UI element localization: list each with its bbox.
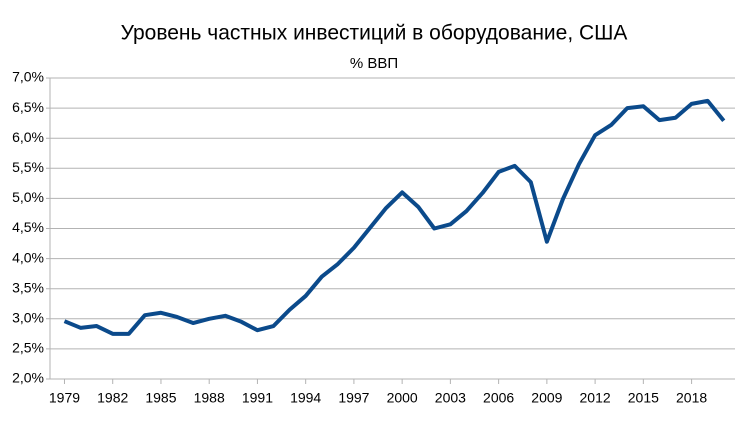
y-tick-label: 6,0% bbox=[12, 129, 44, 145]
y-tick-label: 5,5% bbox=[12, 159, 44, 175]
y-tick-label: 2,5% bbox=[12, 340, 44, 356]
x-tick-label: 1994 bbox=[290, 390, 321, 406]
y-tick-label: 2,0% bbox=[12, 370, 44, 386]
x-tick-label: 2012 bbox=[580, 390, 611, 406]
x-tick-label: 2009 bbox=[531, 390, 562, 406]
y-tick-label: 3,5% bbox=[12, 279, 44, 295]
x-tick-label: 1991 bbox=[242, 390, 273, 406]
data-line bbox=[63, 98, 726, 336]
y-tick-label: 5,0% bbox=[12, 189, 44, 205]
x-tick-label: 1985 bbox=[145, 390, 176, 406]
y-tick-label: 4,0% bbox=[12, 249, 44, 265]
x-tick-label: 1988 bbox=[194, 390, 225, 406]
y-tick-label: 3,0% bbox=[12, 310, 44, 326]
y-tick-label: 4,5% bbox=[12, 219, 44, 235]
y-tick-label: 6,5% bbox=[12, 99, 44, 115]
x-tick-label: 1997 bbox=[338, 390, 369, 406]
x-tick-label: 1979 bbox=[49, 390, 80, 406]
x-tick-label: 2000 bbox=[387, 390, 418, 406]
x-tick-label: 2003 bbox=[435, 390, 466, 406]
y-tick-label: 7,0% bbox=[12, 69, 44, 85]
chart-subtitle: % ВВП bbox=[350, 55, 398, 72]
chart-title: Уровень частных инвестиций в оборудовани… bbox=[121, 22, 628, 45]
x-tick-label: 2018 bbox=[676, 390, 707, 406]
x-tick-label: 2006 bbox=[483, 390, 514, 406]
x-tick-label: 2015 bbox=[628, 390, 659, 406]
x-tick-label: 1982 bbox=[97, 390, 128, 406]
